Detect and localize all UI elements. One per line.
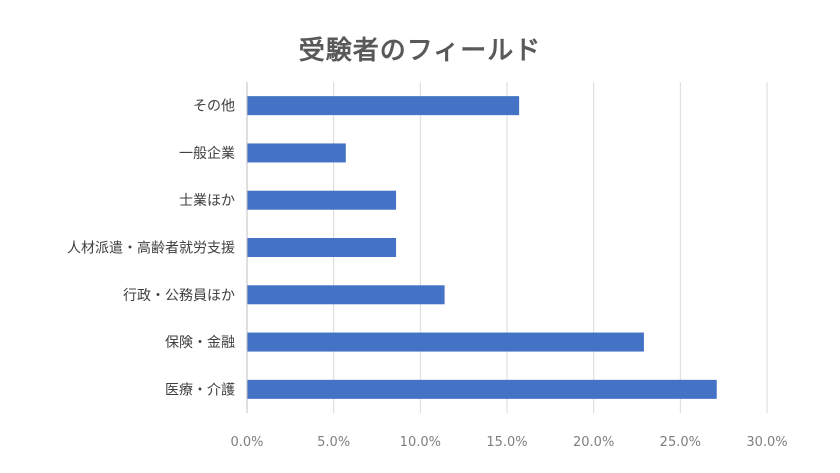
- category-labels: その他一般企業士業ほか人材派遣・高齢者就労支援行政・公務員ほか保険・金融医療・介…: [67, 99, 235, 399]
- x-tick-label: 0.0%: [230, 435, 263, 450]
- bar: [247, 238, 397, 257]
- category-label: その他: [193, 99, 235, 115]
- bar: [247, 96, 520, 116]
- x-tick-label: 20.0%: [573, 435, 614, 450]
- x-tick-label: 15.0%: [486, 435, 527, 450]
- category-label: 行政・公務員ほか: [123, 288, 235, 304]
- bar: [247, 285, 445, 305]
- bar: [247, 332, 644, 352]
- grid-lines: [333, 82, 768, 413]
- category-label: 人材派遣・高齢者就労支援: [67, 240, 235, 257]
- bars: [247, 96, 717, 399]
- bar: [247, 143, 346, 163]
- chart-title: 受験者のフィールド: [298, 36, 542, 66]
- category-label: 保険・金融: [165, 335, 235, 351]
- bar: [247, 379, 717, 399]
- category-label: 一般企業: [179, 145, 235, 162]
- category-label: 医療・介護: [165, 381, 235, 398]
- x-tick-label: 10.0%: [400, 435, 441, 450]
- category-label: 士業ほか: [179, 193, 235, 209]
- bar: [247, 190, 397, 210]
- value-axis-ticks: 0.0% 5.0% 10.0% 15.0% 20.0% 25.0% 30.0%: [230, 435, 787, 450]
- x-tick-label: 25.0%: [660, 435, 701, 450]
- x-tick-label: 5.0%: [317, 435, 350, 450]
- x-tick-label: 30.0%: [746, 435, 787, 450]
